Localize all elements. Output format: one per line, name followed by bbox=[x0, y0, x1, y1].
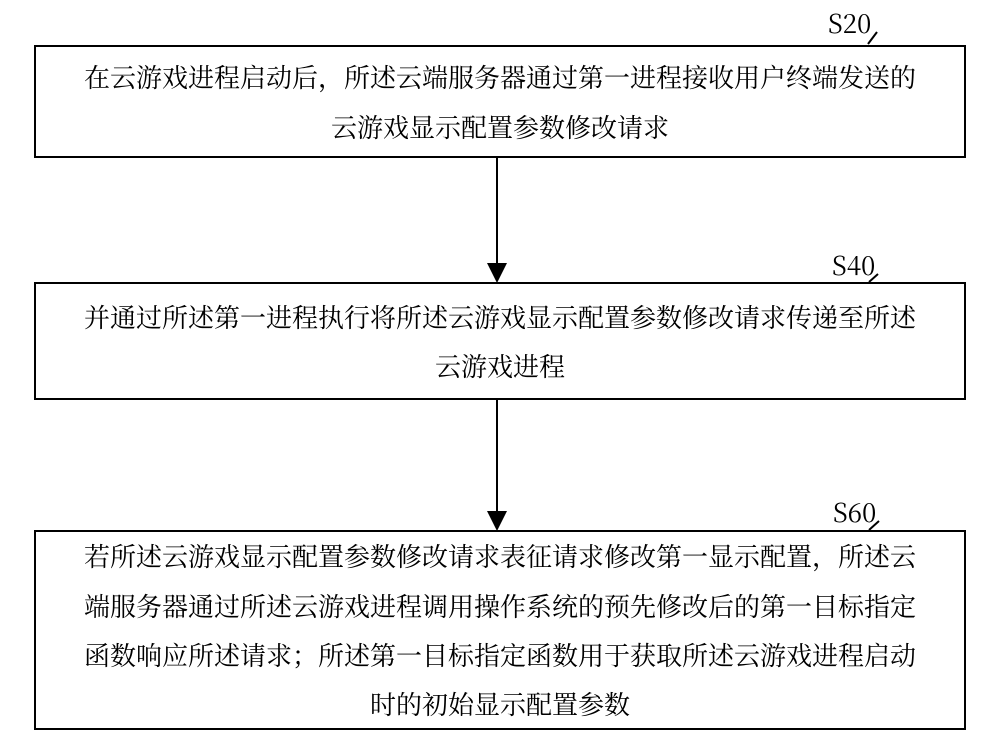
flow-node-s60: 若所述云游戏显示配置参数修改请求表征请求修改第一显示配置，所述云端服务器通过所述… bbox=[34, 530, 966, 730]
flow-node-text: 若所述云游戏显示配置参数修改请求表征请求修改第一显示配置，所述云端服务器通过所述… bbox=[72, 531, 928, 729]
flowchart-stage: S20 在云游戏进程启动后，所述云端服务器通过第一进程接收用户终端发送的云游戏显… bbox=[0, 0, 1000, 737]
